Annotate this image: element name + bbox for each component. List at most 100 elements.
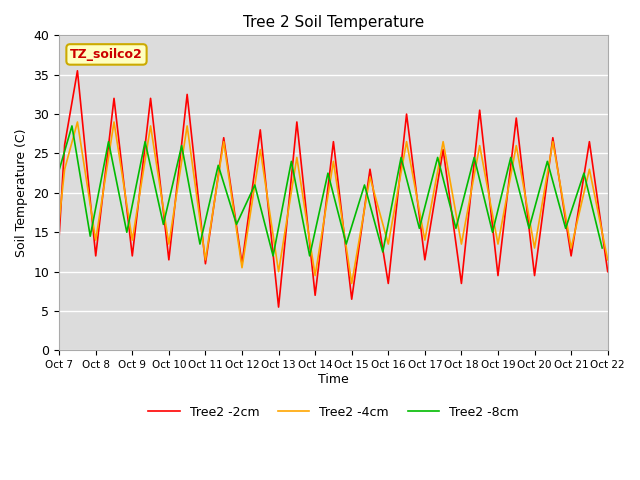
Tree2 -2cm bbox=[220, 135, 228, 141]
Tree2 -4cm bbox=[202, 257, 209, 263]
Tree2 -2cm bbox=[348, 296, 356, 302]
Tree2 -8cm bbox=[141, 139, 149, 144]
Tree2 -4cm bbox=[403, 139, 410, 144]
Tree2 -8cm bbox=[397, 155, 405, 160]
Legend: Tree2 -2cm, Tree2 -4cm, Tree2 -8cm: Tree2 -2cm, Tree2 -4cm, Tree2 -8cm bbox=[143, 401, 524, 424]
Tree2 -2cm bbox=[549, 135, 557, 141]
Tree2 -4cm bbox=[74, 119, 81, 125]
Tree2 -8cm bbox=[55, 198, 63, 204]
Tree2 -2cm bbox=[531, 273, 538, 278]
Tree2 -8cm bbox=[543, 158, 551, 164]
Tree2 -4cm bbox=[311, 273, 319, 278]
Tree2 -8cm bbox=[159, 221, 167, 227]
Tree2 -2cm bbox=[55, 233, 63, 239]
Tree2 -4cm bbox=[61, 167, 68, 172]
Tree2 -4cm bbox=[586, 167, 593, 172]
Tree2 -8cm bbox=[123, 229, 131, 235]
Tree2 -8cm bbox=[178, 143, 186, 148]
Tree2 -4cm bbox=[238, 265, 246, 271]
Tree2 -2cm bbox=[74, 68, 81, 73]
Tree2 -2cm bbox=[110, 96, 118, 101]
Tree2 -8cm bbox=[562, 226, 570, 231]
Tree2 -4cm bbox=[220, 139, 228, 144]
Tree2 -8cm bbox=[525, 226, 533, 231]
Tree2 -2cm bbox=[567, 253, 575, 259]
Tree2 -4cm bbox=[549, 139, 557, 144]
Tree2 -2cm bbox=[257, 127, 264, 133]
Tree2 -8cm bbox=[324, 170, 332, 176]
Tree2 -8cm bbox=[361, 182, 369, 188]
Line: Tree2 -4cm: Tree2 -4cm bbox=[59, 122, 608, 284]
Tree2 -8cm bbox=[598, 245, 606, 251]
Tree2 -4cm bbox=[494, 241, 502, 247]
Tree2 -2cm bbox=[183, 92, 191, 97]
Tree2 -2cm bbox=[586, 139, 593, 144]
Tree2 -4cm bbox=[567, 245, 575, 251]
Tree2 -8cm bbox=[342, 241, 350, 247]
Tree2 -4cm bbox=[439, 139, 447, 144]
Tree2 -8cm bbox=[379, 249, 387, 255]
Tree2 -4cm bbox=[110, 119, 118, 125]
Tree2 -2cm bbox=[476, 108, 484, 113]
Tree2 -4cm bbox=[183, 123, 191, 129]
Tree2 -2cm bbox=[385, 281, 392, 287]
Tree2 -8cm bbox=[470, 155, 478, 160]
Tree2 -8cm bbox=[196, 241, 204, 247]
Tree2 -4cm bbox=[55, 217, 63, 223]
Tree2 -2cm bbox=[604, 269, 612, 275]
X-axis label: Time: Time bbox=[318, 373, 349, 386]
Tree2 -4cm bbox=[458, 241, 465, 247]
Tree2 -4cm bbox=[366, 174, 374, 180]
Tree2 -8cm bbox=[287, 158, 295, 164]
Tree2 -2cm bbox=[202, 261, 209, 267]
Title: Tree 2 Soil Temperature: Tree 2 Soil Temperature bbox=[243, 15, 424, 30]
Tree2 -2cm bbox=[275, 304, 282, 310]
Tree2 -2cm bbox=[165, 257, 173, 263]
Tree2 -8cm bbox=[434, 155, 442, 160]
Tree2 -2cm bbox=[421, 257, 429, 263]
Tree2 -2cm bbox=[458, 281, 465, 287]
Tree2 -2cm bbox=[311, 292, 319, 298]
Text: TZ_soilco2: TZ_soilco2 bbox=[70, 48, 143, 61]
Tree2 -4cm bbox=[604, 257, 612, 263]
Tree2 -2cm bbox=[513, 115, 520, 121]
Tree2 -4cm bbox=[330, 158, 337, 164]
Tree2 -8cm bbox=[233, 221, 241, 227]
Tree2 -8cm bbox=[580, 170, 588, 176]
Tree2 -2cm bbox=[330, 139, 337, 144]
Tree2 -2cm bbox=[92, 253, 100, 259]
Tree2 -4cm bbox=[531, 245, 538, 251]
Tree2 -8cm bbox=[507, 155, 515, 160]
Tree2 -8cm bbox=[251, 182, 259, 188]
Tree2 -8cm bbox=[86, 233, 94, 239]
Tree2 -8cm bbox=[489, 229, 497, 235]
Tree2 -2cm bbox=[439, 147, 447, 153]
Tree2 -4cm bbox=[275, 269, 282, 275]
Tree2 -4cm bbox=[92, 237, 100, 243]
Tree2 -4cm bbox=[476, 143, 484, 148]
Tree2 -2cm bbox=[147, 96, 154, 101]
Tree2 -2cm bbox=[494, 273, 502, 278]
Tree2 -4cm bbox=[257, 147, 264, 153]
Tree2 -4cm bbox=[348, 281, 356, 287]
Tree2 -4cm bbox=[421, 237, 429, 243]
Tree2 -2cm bbox=[403, 111, 410, 117]
Tree2 -8cm bbox=[452, 226, 460, 231]
Tree2 -8cm bbox=[55, 167, 63, 173]
Tree2 -4cm bbox=[293, 155, 301, 160]
Y-axis label: Soil Temperature (C): Soil Temperature (C) bbox=[15, 129, 28, 257]
Tree2 -4cm bbox=[385, 241, 392, 247]
Tree2 -8cm bbox=[214, 162, 222, 168]
Tree2 -2cm bbox=[293, 119, 301, 125]
Line: Tree2 -8cm: Tree2 -8cm bbox=[59, 126, 602, 256]
Tree2 -8cm bbox=[105, 139, 113, 144]
Tree2 -4cm bbox=[129, 237, 136, 243]
Line: Tree2 -2cm: Tree2 -2cm bbox=[59, 71, 608, 307]
Tree2 -8cm bbox=[306, 253, 314, 259]
Tree2 -4cm bbox=[165, 241, 173, 247]
Tree2 -8cm bbox=[68, 123, 76, 129]
Tree2 -2cm bbox=[238, 261, 246, 267]
Tree2 -8cm bbox=[269, 253, 277, 259]
Tree2 -4cm bbox=[513, 143, 520, 148]
Tree2 -2cm bbox=[61, 142, 68, 148]
